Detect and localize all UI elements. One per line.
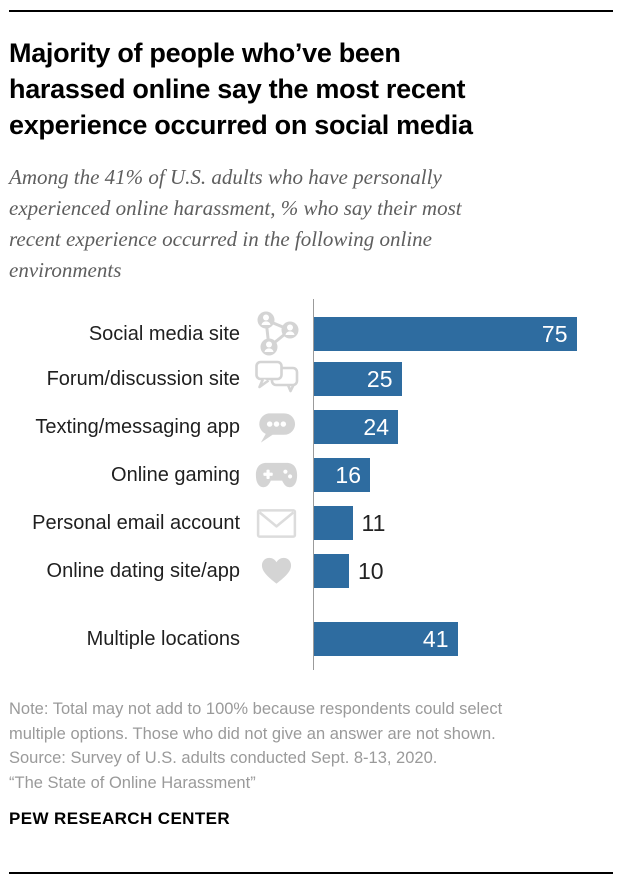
value-label: 16 — [335, 461, 361, 488]
chart-row-dating: Online dating site/app 10 — [9, 547, 613, 595]
bar-email — [314, 506, 353, 540]
chart-row-social-media: Social media site — [9, 307, 613, 361]
subtitle-line: Among the 41% of U.S. adults who have pe… — [9, 165, 442, 189]
value-label: 24 — [363, 413, 389, 440]
chart-row-gaming: Online gaming 16 — [9, 451, 613, 499]
title-line: Majority of people who’ve been — [9, 38, 401, 68]
bar-zone: 25 — [313, 355, 613, 403]
game-controller-icon — [240, 460, 313, 490]
brand-wordmark: PEW RESEARCH CENTER — [9, 809, 231, 828]
bar-texting: 24 — [314, 410, 398, 444]
bottom-rule — [9, 872, 613, 874]
axis-spacer — [9, 595, 613, 615]
chart-row-email: Personal email account 11 — [9, 499, 613, 547]
top-rule — [9, 10, 613, 12]
bar-zone: 24 — [313, 403, 613, 451]
citation-line: “The State of Online Harassment” — [9, 773, 256, 792]
heart-icon — [240, 556, 313, 586]
axis-spacer — [9, 663, 613, 670]
value-label: 75 — [541, 320, 568, 347]
axis-spacer — [9, 299, 613, 307]
bar-forum: 25 — [314, 362, 402, 396]
footer-note: Note: Total may not add to 100% because … — [9, 697, 613, 795]
category-label: Online gaming — [111, 463, 240, 486]
value-label: 41 — [422, 625, 449, 652]
bar-social-media: 75 — [314, 317, 577, 351]
source-line: Source: Survey of U.S. adults conducted … — [9, 749, 438, 767]
title-line: harassed online say the most recent — [9, 74, 466, 104]
forum-chat-icon — [240, 359, 313, 399]
subtitle-line: recent experience occurred in the follow… — [9, 227, 432, 251]
category-label: Forum/discussion site — [46, 367, 240, 390]
title-line: experience occurred on social media — [9, 110, 473, 140]
social-network-icon — [240, 307, 313, 361]
bar-zone: 75 — [313, 307, 613, 361]
subtitle-line: experienced online harassment, % who say… — [9, 196, 462, 220]
category-label: Texting/messaging app — [35, 415, 240, 438]
category-label: Personal email account — [32, 511, 240, 534]
bar-chart: Social media site — [9, 299, 613, 670]
page-subtitle: Among the 41% of U.S. adults who have pe… — [9, 162, 613, 286]
value-label: 10 — [358, 557, 384, 584]
value-label: 11 — [361, 509, 386, 536]
subtitle-line: environments — [9, 258, 122, 282]
chart-row-texting: Texting/messaging app 24 — [9, 403, 613, 451]
email-envelope-icon — [240, 508, 313, 539]
texting-bubble-icon — [240, 410, 313, 444]
bar-dating — [314, 554, 349, 588]
page-title: Majority of people who’ve been harassed … — [9, 35, 613, 143]
category-label: Online dating site/app — [46, 559, 240, 582]
bar-zone: 11 — [313, 499, 613, 547]
chart-row-multiple: Multiple locations 41 — [9, 615, 613, 663]
note-line: Note: Total may not add to 100% because … — [9, 700, 503, 718]
bar-zone: 16 — [313, 451, 613, 499]
value-label: 25 — [366, 365, 393, 392]
chart-row-forum: Forum/discussion site 25 — [9, 355, 613, 403]
note-line: multiple options. Those who did not give… — [9, 724, 496, 743]
category-label: Social media site — [88, 322, 240, 345]
bar-zone: 10 — [313, 547, 613, 595]
bar-multiple: 41 — [314, 622, 458, 656]
bar-gaming: 16 — [314, 458, 370, 492]
bar-zone: 41 — [313, 615, 613, 663]
category-label: Multiple locations — [86, 627, 240, 650]
